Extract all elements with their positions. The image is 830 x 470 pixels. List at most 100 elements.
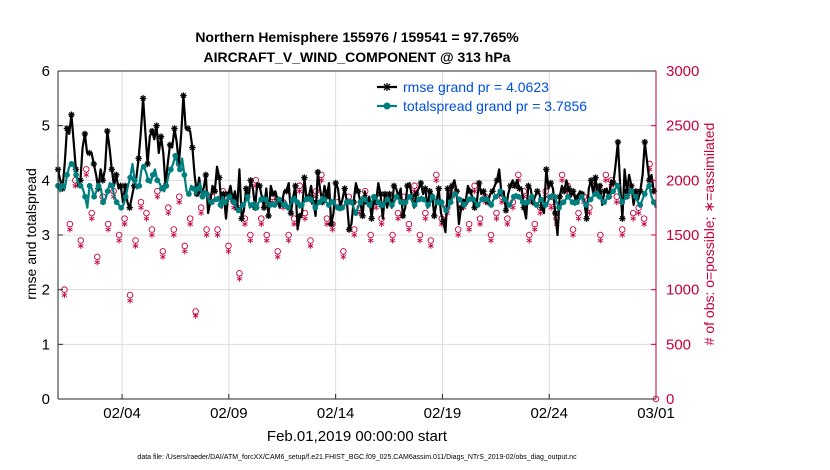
y-tick-label: 4 <box>42 172 50 189</box>
obs-assimilated-marker <box>575 215 582 222</box>
series-point-rmse <box>171 125 178 132</box>
series-point-spread <box>583 202 589 208</box>
series-point-rmse <box>426 188 433 195</box>
y-tick-label: 2 <box>42 282 50 299</box>
obs-assimilated-marker <box>138 204 144 211</box>
series-point-rmse <box>614 138 622 146</box>
series-point-spread <box>619 199 626 206</box>
obs-assimilated-marker <box>247 237 254 244</box>
obs-assimilated-marker <box>187 221 194 228</box>
series-point-spread <box>235 207 242 214</box>
series-point-spread <box>271 202 278 208</box>
series-point-spread <box>632 193 639 200</box>
series-point-spread <box>637 202 644 208</box>
series-point-spread <box>601 199 607 206</box>
series-point-rmse <box>377 190 384 198</box>
obs-assimilated-marker <box>597 237 604 244</box>
obs-assimilated-marker <box>192 312 199 319</box>
obs-assimilated-marker <box>88 215 95 222</box>
y-tick-label: 5 <box>42 118 50 135</box>
series-point-rmse <box>180 92 187 99</box>
x-tick-label: 02/24 <box>530 405 568 422</box>
series-point-rmse <box>475 179 483 187</box>
obs-assimilated-marker <box>198 210 204 217</box>
series-point-rmse <box>493 177 501 184</box>
series-point-rmse <box>435 185 442 192</box>
series-point-spread <box>163 182 170 189</box>
series-point-rmse <box>592 174 599 181</box>
obs-assimilated-marker <box>406 226 412 233</box>
series-point-rmse <box>417 179 425 187</box>
series-point-spread <box>294 199 301 206</box>
series-point-spread <box>145 177 152 184</box>
series-point-spread <box>77 182 84 189</box>
obs-assimilated-marker <box>132 242 139 249</box>
series-point-spread <box>407 193 413 200</box>
series-lines <box>54 92 658 237</box>
legend-spread-label: totalspread grand pr = 3.7856 <box>403 98 587 114</box>
series-point-spread <box>361 196 368 203</box>
obs-assimilated-marker <box>176 199 183 206</box>
obs-assimilated-marker <box>537 210 544 217</box>
series-point-spread <box>307 196 314 203</box>
obs-assimilated-marker <box>635 210 642 217</box>
series-point-spread <box>316 199 323 206</box>
series-point-rmse <box>354 188 362 195</box>
series-point-rmse <box>166 141 174 148</box>
obs-assimilated-marker <box>61 292 68 299</box>
series-point-rmse <box>283 188 290 195</box>
series-point-spread <box>393 193 400 200</box>
obs-assimilated-marker <box>127 297 133 304</box>
series-point-spread <box>321 196 328 203</box>
series-point-spread <box>86 182 93 189</box>
series-point-rmse <box>211 188 218 195</box>
obs-assimilated-marker <box>477 221 483 228</box>
series-point-rmse <box>502 207 510 214</box>
series-point-rmse <box>543 166 550 173</box>
series-point-spread <box>461 202 468 208</box>
series-point-spread <box>262 196 269 203</box>
series-point-rmse <box>480 188 487 195</box>
series-point-spread <box>253 204 260 211</box>
obs-assimilated-marker <box>340 253 347 260</box>
series-point-rmse <box>569 188 577 195</box>
obs-assimilated-marker <box>493 215 500 222</box>
series-point-spread <box>289 196 296 203</box>
series-point-rmse <box>444 185 451 192</box>
series-point-spread <box>312 204 319 211</box>
series-point-spread <box>100 199 107 206</box>
series-point-spread <box>578 193 585 200</box>
obs-assimilated-marker <box>214 232 221 238</box>
series-point-spread <box>596 193 603 200</box>
footnote: data file: /Users/raeder/DAI/ATM_forcXX/… <box>137 454 577 461</box>
legend: rmse grand pr = 4.0623 totalspread grand … <box>377 79 587 114</box>
series-point-spread <box>371 193 377 200</box>
obs-assimilated-marker <box>548 204 554 211</box>
x-tick-label: 02/14 <box>317 405 355 422</box>
x-tick-label: 03/01 <box>637 405 675 422</box>
series-point-spread <box>348 199 355 206</box>
series-point-spread <box>605 193 612 200</box>
series-point-spread <box>420 196 427 203</box>
series-point-spread <box>474 202 481 208</box>
series-point-spread <box>614 182 621 189</box>
series-point-spread <box>425 202 431 208</box>
series-point-rmse <box>422 185 429 192</box>
series-point-rmse <box>153 122 160 129</box>
obs-assimilated-marker <box>613 199 620 206</box>
obs-assimilated-marker <box>367 237 374 244</box>
series-point-rmse <box>260 204 268 211</box>
obs-assimilated-marker <box>116 237 122 244</box>
obs-assimilated-marker <box>488 237 494 244</box>
series-point-rmse <box>448 182 456 189</box>
y-right-tick-label: 500 <box>666 336 691 353</box>
series-point-rmse <box>256 182 263 189</box>
obs-assimilated-marker <box>181 248 188 255</box>
obs-assimilated-marker <box>559 177 565 184</box>
series-point-rmse <box>99 177 106 184</box>
obs-assimilated-marker <box>296 188 303 195</box>
series-point-rmse <box>583 215 590 222</box>
series-point-spread <box>610 188 617 195</box>
obs-assimilated-marker <box>258 221 265 228</box>
obs-assimilated-marker <box>285 237 292 244</box>
